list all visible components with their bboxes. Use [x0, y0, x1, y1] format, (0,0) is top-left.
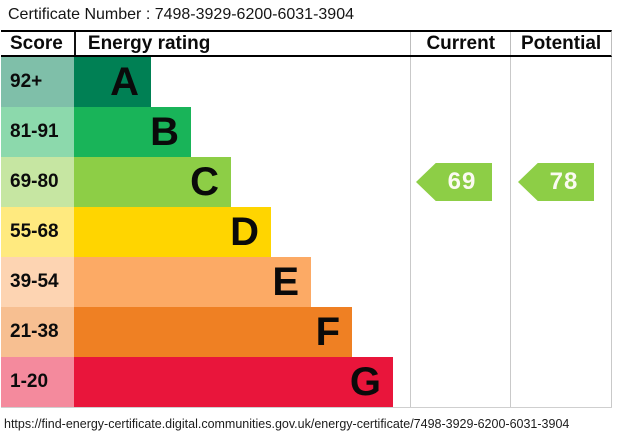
- rating-letter-a: A: [110, 60, 139, 104]
- rating-bar-e: E: [74, 257, 311, 307]
- col-header-energy-rating: Energy rating: [73, 32, 410, 55]
- rating-letter-c: C: [190, 160, 219, 204]
- col-header-current: Current: [410, 32, 510, 55]
- rating-bar-d: D: [74, 207, 271, 257]
- rating-bar-c: C: [74, 157, 231, 207]
- band-row-d: 55-68 D: [1, 207, 612, 257]
- rating-bar-g: G: [74, 357, 393, 407]
- score-range-f: 21-38: [1, 307, 74, 357]
- rating-letter-g: G: [349, 360, 381, 404]
- score-range-a: 92+: [1, 57, 74, 107]
- score-range-d: 55-68: [1, 207, 74, 257]
- col-header-potential: Potential: [510, 32, 611, 55]
- score-range-e: 39-54: [1, 257, 74, 307]
- rating-letter-d: D: [230, 210, 259, 254]
- chart-header-row: Score Energy rating Current Potential: [1, 30, 612, 57]
- table-right-border: [611, 57, 612, 407]
- band-row-e: 39-54 E: [1, 257, 612, 307]
- rating-bar-f: F: [74, 307, 352, 357]
- rating-bar-a: A: [74, 57, 151, 107]
- potential-rating-value: 78: [549, 168, 579, 195]
- source-url: https://find-energy-certificate.digital.…: [4, 417, 570, 431]
- certificate-number: Certificate Number : 7498-3929-6200-6031…: [8, 6, 354, 23]
- current-rating-arrow: 69: [416, 163, 492, 201]
- current-column-divider: [410, 57, 411, 407]
- band-row-b: 81-91 B: [1, 107, 612, 157]
- rating-letter-b: B: [150, 110, 179, 154]
- potential-column-divider: [510, 57, 511, 407]
- current-rating-value: 69: [447, 168, 477, 195]
- band-row-g: 1-20 G: [1, 357, 612, 407]
- rating-letter-f: F: [315, 310, 340, 354]
- epc-rating-chart: Score Energy rating Current Potential 92…: [1, 30, 612, 408]
- rating-bar-b: B: [74, 107, 191, 157]
- band-row-c: 69-80 C: [1, 157, 612, 207]
- score-range-c: 69-80: [1, 157, 74, 207]
- col-header-score: Score: [10, 33, 63, 54]
- score-range-g: 1-20: [1, 357, 74, 407]
- score-range-b: 81-91: [1, 107, 74, 157]
- band-row-a: 92+ A: [1, 57, 612, 107]
- chart-body: 92+ A 81-91 B 69-80 C 55-68 D 39-54 E 21…: [1, 57, 612, 408]
- rating-letter-e: E: [272, 260, 299, 304]
- band-row-f: 21-38 F: [1, 307, 612, 357]
